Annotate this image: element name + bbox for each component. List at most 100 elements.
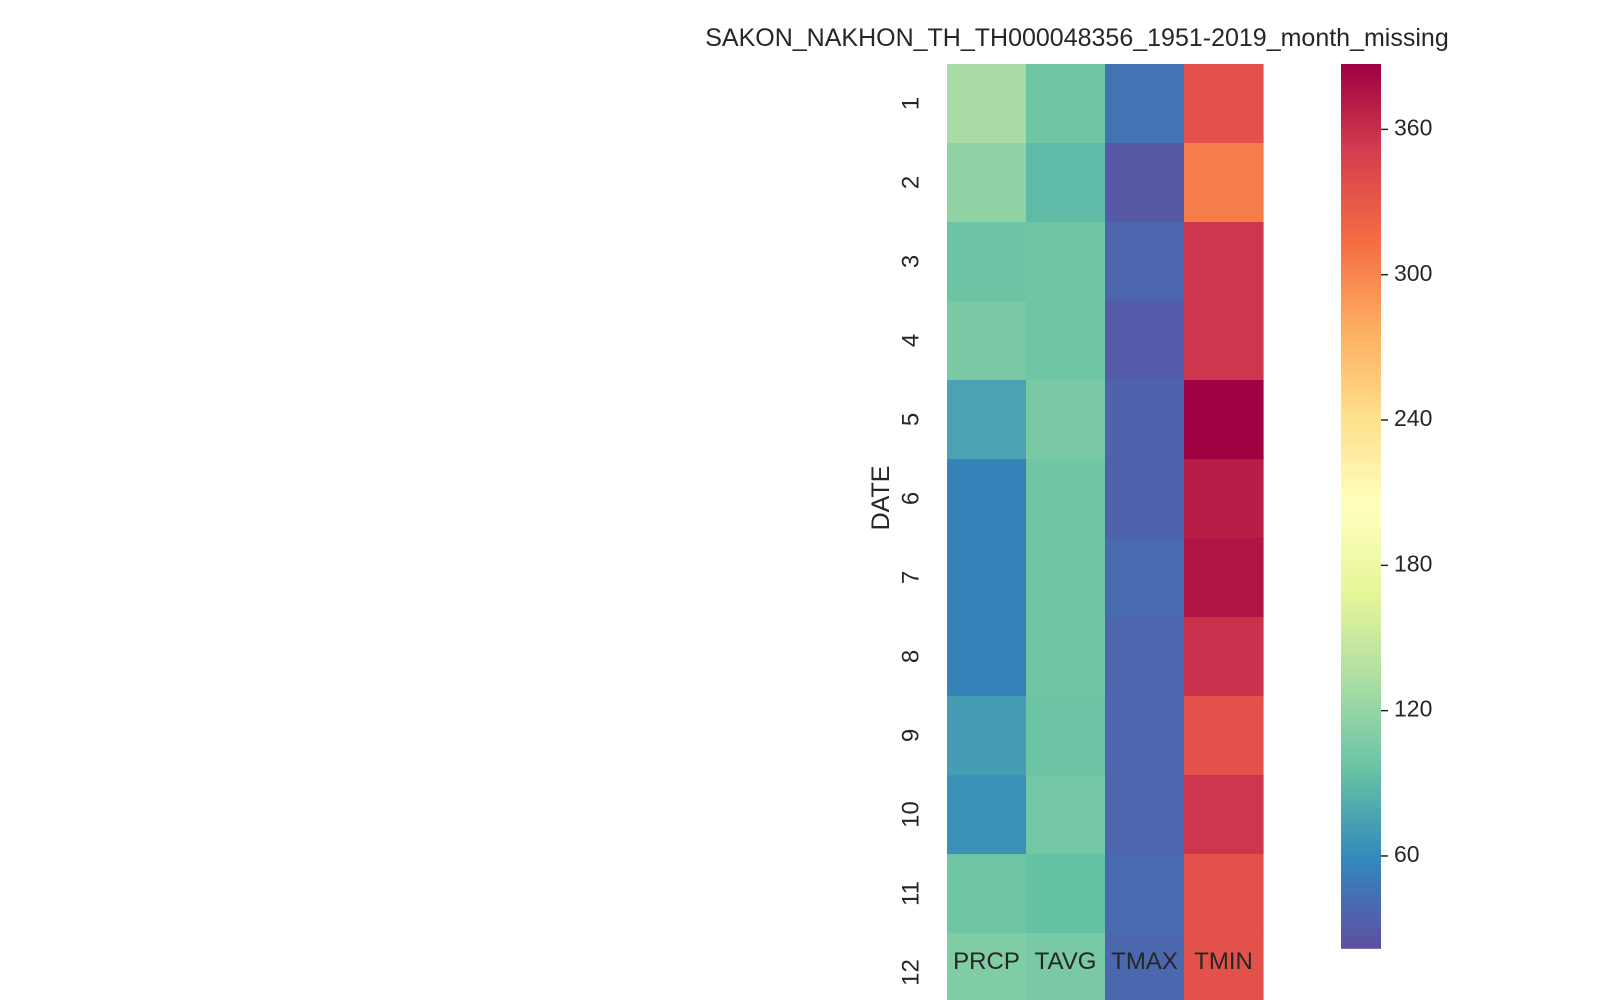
colorbar-segment: [1341, 337, 1381, 343]
colorbar-segment: [1341, 682, 1381, 688]
heatmap-cell-1-tmax: [1105, 64, 1185, 144]
colorbar-segment: [1341, 718, 1381, 724]
colorbar-segment: [1341, 783, 1381, 789]
colorbar-segment: [1341, 100, 1381, 105]
colorbar-segment: [1341, 449, 1381, 455]
colorbar-segment: [1341, 915, 1381, 921]
colorbar-segment: [1341, 771, 1381, 777]
heatmap-cell-8-tavg: [1026, 617, 1106, 697]
colorbar-segment: [1341, 851, 1381, 857]
colorbar-segment: [1341, 534, 1381, 539]
colorbar-segment: [1341, 835, 1381, 841]
colorbar-segment: [1341, 84, 1381, 89]
heatmap-cell-6-tmin: [1184, 459, 1264, 539]
colorbar-segment: [1341, 919, 1381, 925]
colorbar-segment: [1341, 333, 1381, 339]
colorbar-segment: [1341, 156, 1381, 162]
colorbar-segment: [1341, 727, 1381, 732]
column-tick-labels: PRCP TAVG TMAX TMIN: [953, 948, 1253, 975]
heatmap-cell-7-tavg: [1026, 538, 1106, 618]
column-tick-label: TMIN: [1194, 948, 1253, 975]
colorbar-segment: [1341, 441, 1381, 447]
colorbar-segment: [1341, 550, 1381, 556]
colorbar-segment: [1341, 879, 1381, 885]
colorbar-segment: [1341, 401, 1381, 407]
colorbar-segment: [1341, 598, 1381, 604]
heatmap-cell-2-prcp: [947, 143, 1027, 223]
colorbar-segment: [1341, 433, 1381, 439]
colorbar-segment: [1341, 722, 1381, 728]
heatmap-cell-2-tmax: [1105, 143, 1185, 223]
colorbar-segment: [1341, 140, 1381, 146]
colorbar-segment: [1341, 847, 1381, 853]
row-tick-label: 12: [897, 959, 924, 986]
colorbar-segment: [1341, 232, 1381, 238]
colorbar-segment: [1341, 244, 1381, 250]
colorbar-segment: [1341, 582, 1381, 588]
heatmap-cell-6-tmax: [1105, 459, 1185, 539]
colorbar-segment: [1341, 136, 1381, 142]
heatmap-cell-4-tmax: [1105, 301, 1185, 381]
colorbar-segment: [1341, 590, 1381, 596]
colorbar-segment: [1341, 317, 1381, 322]
colorbar-segment: [1341, 345, 1381, 351]
colorbar-segment: [1341, 196, 1381, 202]
heatmap-cell-7-tmax: [1105, 538, 1185, 618]
heatmap-cell-7-tmin: [1184, 538, 1264, 618]
colorbar-segment: [1341, 172, 1381, 178]
colorbar-segment: [1341, 357, 1381, 363]
colorbar-segment: [1341, 843, 1381, 849]
colorbar-segment: [1341, 417, 1381, 423]
colorbar-tick-label: 120: [1394, 696, 1432, 722]
heatmap-cell-8-prcp: [947, 617, 1027, 697]
heatmap-cell-1-tavg: [1026, 64, 1106, 144]
colorbar-segment: [1341, 606, 1381, 612]
colorbar-segment: [1341, 465, 1381, 471]
colorbar-segment: [1341, 445, 1381, 451]
colorbar-segment: [1341, 702, 1381, 708]
heatmap-cell-1-prcp: [947, 64, 1027, 144]
colorbar-segment: [1341, 285, 1381, 290]
colorbar-segment: [1341, 493, 1381, 499]
colorbar-segment: [1341, 252, 1381, 258]
colorbar-segment: [1341, 642, 1381, 648]
chart-title: SAKON_NAKHON_TH_TH000048356_1951-2019_mo…: [705, 24, 1448, 52]
colorbar-segment: [1341, 353, 1381, 359]
colorbar-segment: [1341, 763, 1381, 768]
colorbar-segment: [1341, 477, 1381, 483]
row-tick-label: 8: [897, 650, 924, 663]
colorbar-segment: [1341, 626, 1381, 632]
row-tick-label: 3: [897, 255, 924, 268]
colorbar-segment: [1341, 630, 1381, 636]
heatmap-cell-1-tmin: [1184, 64, 1264, 144]
colorbar-segment: [1341, 839, 1381, 845]
heatmap-cell-3-tmax: [1105, 222, 1185, 302]
colorbar-segment: [1341, 935, 1381, 941]
colorbar-segment: [1341, 116, 1381, 122]
colorbar-segment: [1341, 871, 1381, 877]
heatmap-cell-12-tavg: [1026, 933, 1106, 1000]
colorbar-segment: [1341, 731, 1381, 736]
row-tick-label: 10: [897, 801, 924, 828]
colorbar-segment: [1341, 706, 1381, 712]
colorbar-segment: [1341, 666, 1381, 672]
colorbar-segment: [1341, 694, 1381, 700]
colorbar-segment: [1341, 811, 1381, 817]
y-axis-label: DATE: [867, 466, 895, 531]
colorbar-segment: [1341, 907, 1381, 913]
colorbar-segment: [1341, 899, 1381, 905]
colorbar-segment: [1341, 883, 1381, 889]
colorbar-segment: [1341, 514, 1381, 519]
heatmap-cell-9-prcp: [947, 696, 1027, 776]
heatmap-cell-5-prcp: [947, 380, 1027, 460]
colorbar-segment: [1341, 369, 1381, 375]
heatmap-cell-10-tmax: [1105, 775, 1185, 855]
colorbar-segment: [1341, 501, 1381, 507]
colorbar-segment: [1341, 88, 1381, 93]
colorbar-segment: [1341, 297, 1381, 302]
colorbar-segment: [1341, 602, 1381, 608]
colorbar-segment: [1341, 566, 1381, 572]
colorbar-segment: [1341, 903, 1381, 909]
colorbar-segment: [1341, 397, 1381, 403]
